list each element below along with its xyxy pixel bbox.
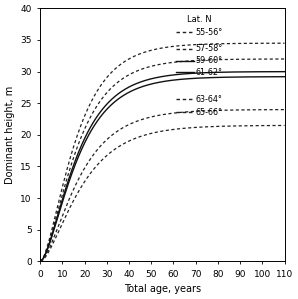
Text: 57-58°: 57-58° bbox=[195, 44, 223, 53]
Text: Lat. N: Lat. N bbox=[187, 15, 212, 24]
Text: 65-66°: 65-66° bbox=[195, 108, 222, 117]
Text: 59-60°: 59-60° bbox=[195, 57, 223, 65]
Text: 63-64°: 63-64° bbox=[195, 95, 222, 104]
Y-axis label: Dominant height, m: Dominant height, m bbox=[5, 86, 15, 184]
Text: 55-56°: 55-56° bbox=[195, 28, 223, 37]
X-axis label: Total age, years: Total age, years bbox=[124, 284, 201, 294]
Text: 61-62°: 61-62° bbox=[195, 68, 222, 77]
